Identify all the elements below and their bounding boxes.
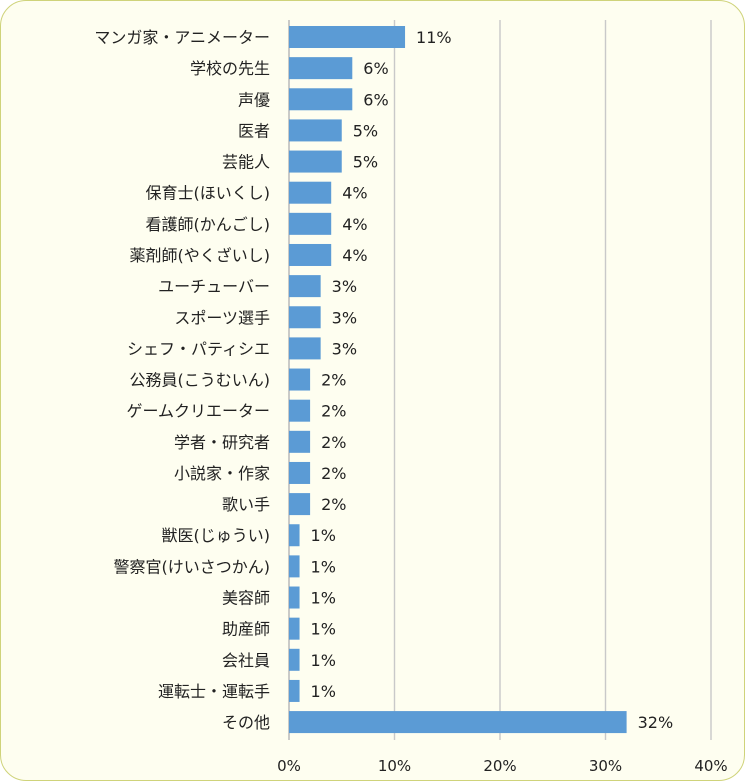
category-label: 助産師 xyxy=(222,620,270,639)
category-label: 医者 xyxy=(238,121,270,140)
bars xyxy=(289,26,627,734)
bar xyxy=(289,57,353,80)
bar xyxy=(289,368,311,391)
bar xyxy=(289,337,321,360)
category-label: 学者・研究者 xyxy=(174,433,270,452)
data-label: 2% xyxy=(321,371,346,390)
data-label: 3% xyxy=(332,308,357,327)
bar xyxy=(289,617,300,640)
bar xyxy=(289,399,311,422)
bar xyxy=(289,150,342,173)
x-tick-label: 40% xyxy=(694,757,727,775)
data-label: 4% xyxy=(342,184,367,203)
category-label: 美容師 xyxy=(222,589,270,608)
value-labels: 11% 6% 6% 5% 5% 4% 4% 4% 3% 3% 3% 2% 2% 2% 2% 2% 1% 1% 1% 1… xyxy=(311,28,674,732)
bar xyxy=(289,88,353,111)
data-label: 1% xyxy=(311,557,336,576)
category-label: 獣医(じゅうい) xyxy=(162,526,271,545)
bar xyxy=(289,243,332,266)
category-label: シェフ・パティシエ xyxy=(127,339,270,358)
x-tick-label: 0% xyxy=(277,757,301,775)
bar xyxy=(289,430,311,453)
x-tick-label: 10% xyxy=(378,757,411,775)
data-label: 5% xyxy=(353,121,378,140)
data-label: 1% xyxy=(311,620,336,639)
x-tick-label: 20% xyxy=(483,757,516,775)
data-label: 11% xyxy=(416,28,452,47)
category-label: 警察官(けいさつかん) xyxy=(114,557,271,576)
bar xyxy=(289,648,300,671)
category-label: 芸能人 xyxy=(222,153,270,172)
category-label: 公務員(こうむいん) xyxy=(130,371,271,390)
bar xyxy=(289,555,300,578)
category-label: 保育士(ほいくし) xyxy=(146,184,271,203)
bar xyxy=(289,586,300,609)
bar xyxy=(289,275,321,298)
category-label: その他 xyxy=(222,713,270,732)
category-label: 学校の先生 xyxy=(190,59,270,78)
category-label: マンガ家・アニメーター xyxy=(94,28,270,47)
bar xyxy=(289,493,311,516)
data-label: 6% xyxy=(363,90,388,109)
data-label: 1% xyxy=(311,651,336,670)
bar xyxy=(289,461,311,484)
bar xyxy=(289,711,627,734)
bar xyxy=(289,119,342,142)
data-label: 1% xyxy=(311,682,336,701)
x-tick-label: 30% xyxy=(589,757,622,775)
bar xyxy=(289,306,321,329)
category-label: 小説家・作家 xyxy=(174,464,270,483)
data-label: 1% xyxy=(311,589,336,608)
x-tick-labels: 0% 10% 20% 30% 40% xyxy=(277,757,728,775)
data-label: 1% xyxy=(311,526,336,545)
data-label: 2% xyxy=(321,433,346,452)
category-label: 運転士・運転手 xyxy=(158,682,270,701)
category-label: 会社員 xyxy=(222,651,270,670)
bar xyxy=(289,181,332,204)
category-label: ユーチューバー xyxy=(158,277,270,296)
data-label: 32% xyxy=(638,713,674,732)
bar xyxy=(289,524,300,547)
category-label: スポーツ選手 xyxy=(174,308,270,327)
data-label: 6% xyxy=(363,59,388,78)
bar xyxy=(289,679,300,702)
data-label: 3% xyxy=(332,277,357,296)
category-label: 薬剤師(やくざいし) xyxy=(130,246,271,265)
bar xyxy=(289,212,332,235)
data-label: 2% xyxy=(321,495,346,514)
bar xyxy=(289,26,406,48)
category-label: 声優 xyxy=(238,90,270,109)
data-label: 2% xyxy=(321,402,346,421)
data-label: 4% xyxy=(342,246,367,265)
category-label: ゲームクリエーター xyxy=(126,402,270,421)
data-label: 2% xyxy=(321,464,346,483)
category-label: 看護師(かんごし) xyxy=(146,215,271,234)
data-label: 5% xyxy=(353,153,378,172)
data-label: 4% xyxy=(342,215,367,234)
category-label: 歌い手 xyxy=(222,495,270,514)
data-label: 3% xyxy=(332,339,357,358)
